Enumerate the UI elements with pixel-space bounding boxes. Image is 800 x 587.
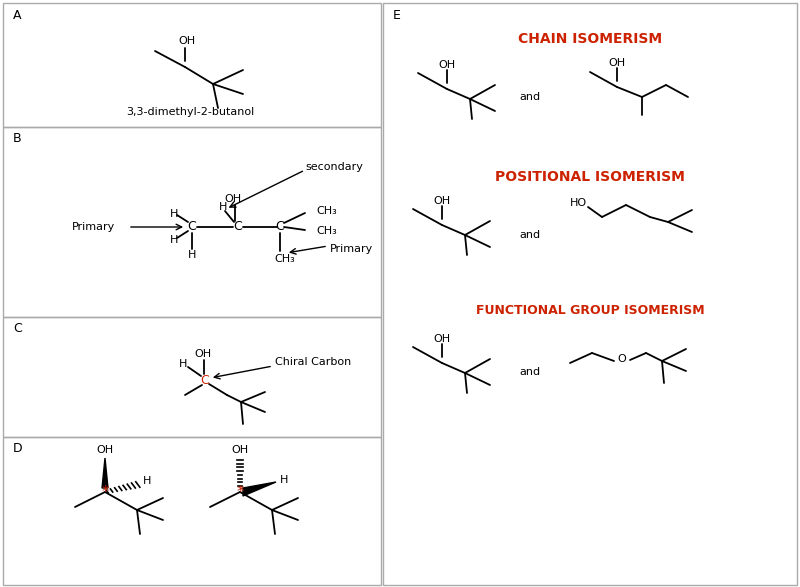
Text: H: H — [143, 476, 151, 486]
Text: Primary: Primary — [72, 222, 115, 232]
Text: and: and — [519, 230, 541, 240]
Text: OH: OH — [438, 60, 455, 70]
Text: OH: OH — [434, 334, 450, 344]
Text: C: C — [13, 322, 22, 335]
Text: *: * — [236, 484, 244, 500]
Text: C: C — [234, 221, 242, 234]
Text: H: H — [170, 209, 178, 219]
Text: C: C — [188, 221, 196, 234]
Text: H: H — [219, 202, 227, 212]
Text: O: O — [618, 354, 626, 364]
Polygon shape — [102, 458, 108, 488]
Text: B: B — [13, 132, 22, 145]
Text: H: H — [280, 475, 288, 485]
Text: secondary: secondary — [305, 162, 363, 172]
Text: A: A — [13, 9, 22, 22]
Text: OH: OH — [609, 58, 626, 68]
Text: C: C — [201, 373, 210, 386]
Text: OH: OH — [231, 445, 249, 455]
Bar — [3, 3, 381, 127]
Text: Primary: Primary — [330, 244, 374, 254]
Text: CH₃: CH₃ — [274, 254, 295, 264]
Text: Chiral Carbon: Chiral Carbon — [275, 357, 351, 367]
Bar — [3, 127, 381, 317]
Bar — [383, 3, 797, 585]
Text: C: C — [276, 221, 284, 234]
Text: FUNCTIONAL GROUP ISOMERISM: FUNCTIONAL GROUP ISOMERISM — [476, 303, 704, 316]
Text: CHAIN ISOMERISM: CHAIN ISOMERISM — [518, 32, 662, 46]
Polygon shape — [243, 482, 276, 496]
Text: OH: OH — [225, 194, 242, 204]
Text: and: and — [519, 367, 541, 377]
Text: H: H — [179, 359, 187, 369]
Text: and: and — [519, 92, 541, 102]
Text: CH₃: CH₃ — [316, 206, 337, 216]
Bar — [3, 317, 381, 437]
Text: OH: OH — [194, 349, 211, 359]
Text: HO: HO — [570, 198, 586, 208]
Text: D: D — [13, 442, 22, 455]
Text: OH: OH — [178, 36, 195, 46]
Text: OH: OH — [97, 445, 114, 455]
Bar — [3, 437, 381, 585]
Text: CH₃: CH₃ — [316, 226, 337, 236]
Text: 3,3-dimethyl-2-butanol: 3,3-dimethyl-2-butanol — [126, 107, 254, 117]
Text: H: H — [170, 235, 178, 245]
Text: OH: OH — [434, 196, 450, 206]
Text: *: * — [101, 484, 109, 500]
Text: H: H — [188, 250, 196, 260]
Text: E: E — [393, 9, 401, 22]
Text: POSITIONAL ISOMERISM: POSITIONAL ISOMERISM — [495, 170, 685, 184]
